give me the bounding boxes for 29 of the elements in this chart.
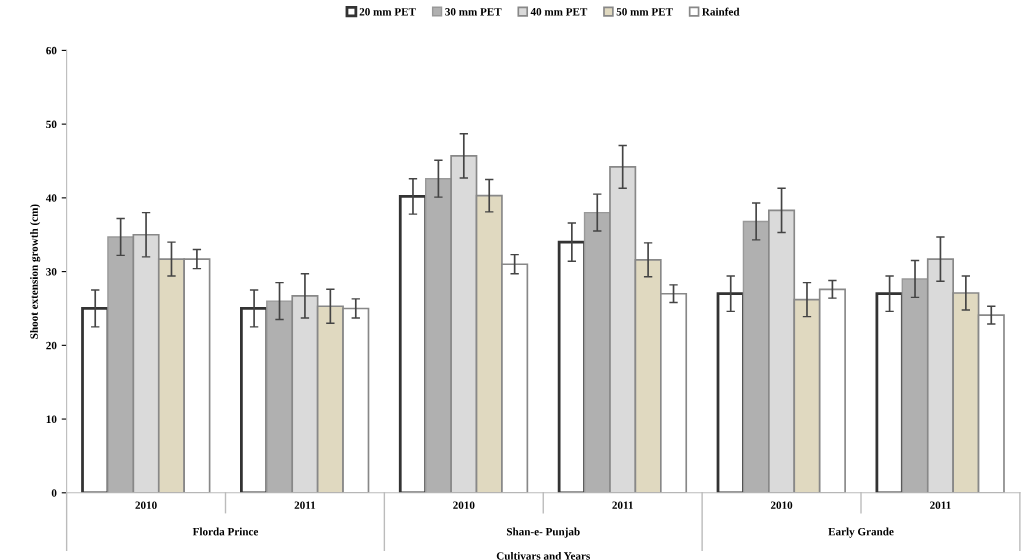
legend-label: 50 mm PET — [616, 8, 673, 16]
x-tick-label: 2010 — [135, 501, 157, 509]
x-tick-label: 2010 — [770, 501, 793, 509]
legend-label: Rainfed — [702, 7, 740, 16]
text: Shan-e- Punjab — [506, 527, 580, 538]
x-tick-label: 2011 — [930, 501, 951, 509]
text: Florda Prince — [192, 527, 259, 536]
bar — [240, 307, 269, 493]
y-tick-label: 40 — [45, 194, 57, 202]
legend-label: 40 mm PET — [530, 8, 588, 16]
y-tick-label: 20 — [46, 341, 57, 350]
legend-label: 20 mm PET — [359, 8, 416, 16]
x-tick-label: 2010 — [453, 501, 475, 509]
y-axis-title: Shoot extension growth (cm) — [30, 204, 41, 339]
bar — [398, 195, 428, 493]
bar — [875, 292, 904, 493]
x-tick-label: 2011 — [294, 501, 316, 509]
y-tick-label: 30 — [46, 268, 57, 276]
x-tick-label: 2011 — [612, 501, 633, 509]
y-tick-label: 0 — [51, 489, 57, 497]
y-tick-label: 50 — [46, 120, 57, 129]
legend-label: 30 mm PET — [445, 8, 502, 16]
bar — [81, 307, 110, 493]
y-tick-label: 10 — [46, 415, 57, 424]
bar — [557, 240, 586, 493]
text: Early Grande — [828, 527, 894, 538]
bar — [716, 292, 745, 493]
y-tick-label: 60 — [46, 46, 57, 55]
x-axis-title: Cultivars and Years — [496, 551, 590, 560]
